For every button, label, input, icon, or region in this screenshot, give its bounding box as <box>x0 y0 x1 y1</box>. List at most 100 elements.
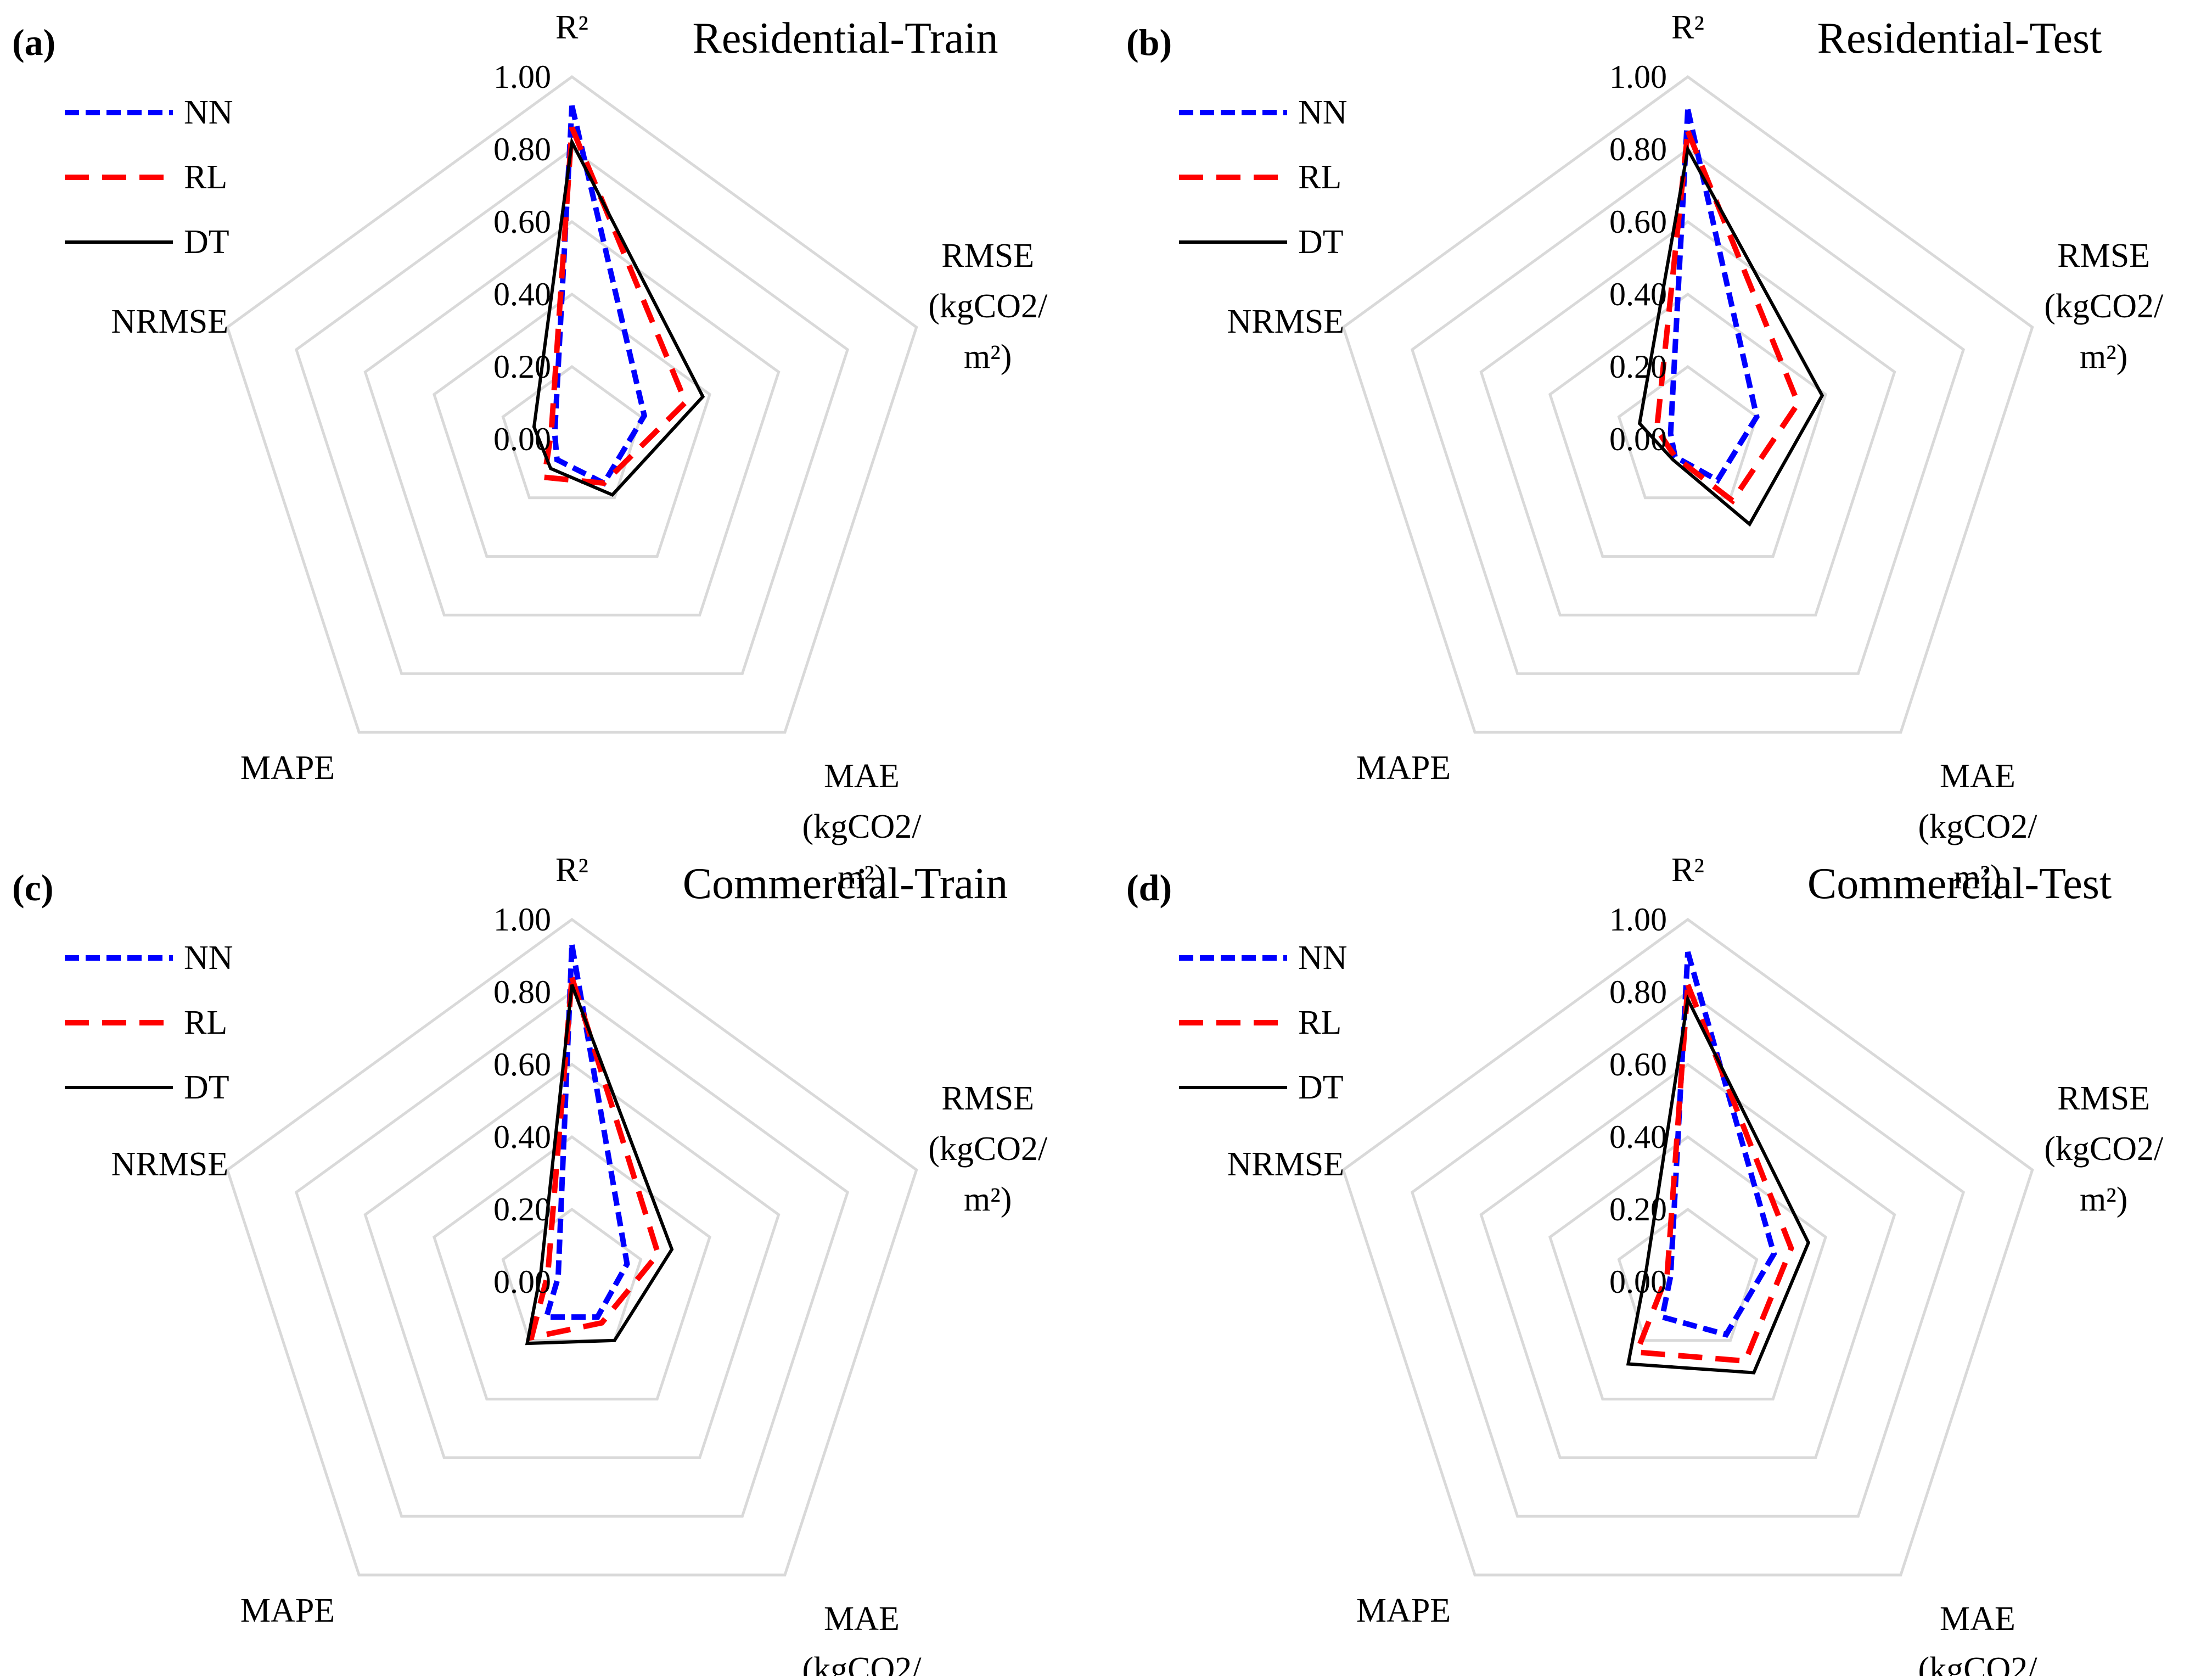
panel-title: Commercial-Test <box>1807 860 2112 908</box>
tick-label: 0.20 <box>1609 349 1667 385</box>
axis-label-mae: m²) <box>1953 859 2001 896</box>
grid-ring-5 <box>1341 917 2034 1577</box>
tick-label: 1.00 <box>1609 901 1667 938</box>
axis-label-mae: MAE <box>824 1600 900 1638</box>
axis-label-nrmse: NRMSE <box>111 1146 228 1183</box>
panel-title: Residential-Train <box>693 14 998 63</box>
panel-label: (b) <box>1126 21 1172 63</box>
axis-label-rmse: RMSE <box>941 237 1034 274</box>
grid-ring-2 <box>432 1135 712 1401</box>
series-rl-line <box>527 977 661 1341</box>
axis-label-mape: MAPE <box>240 749 335 787</box>
legend-label-dt: DT <box>1298 1069 1344 1106</box>
series-nn-line <box>542 944 630 1320</box>
tick-label: 1.00 <box>493 59 551 95</box>
grid-ring-3 <box>1479 220 1896 616</box>
grid-ring-1 <box>1617 365 1759 500</box>
axis-label-mae: (kgCO2/ <box>1918 808 2037 845</box>
axis-label-mape: MAPE <box>240 1592 335 1629</box>
grid-ring-3 <box>1479 1062 1896 1459</box>
axis-label-mae: MAE <box>1940 758 2015 795</box>
axis-label-mae: (kgCO2/ <box>1918 1651 2037 1676</box>
axis-label-r2: R² <box>555 851 588 889</box>
axis-label-rmse: m²) <box>2080 338 2127 375</box>
legend-label-dt: DT <box>184 1069 229 1106</box>
tick-label: 0.40 <box>493 1119 551 1155</box>
series-dt-line <box>525 984 674 1346</box>
tick-label: 0.80 <box>1609 974 1667 1010</box>
grid-ring-4 <box>294 990 850 1518</box>
grid-ring-1 <box>501 365 643 500</box>
grid-ring-3 <box>363 1062 781 1459</box>
axis-label-nrmse: NRMSE <box>111 303 228 340</box>
axis-label-rmse: m²) <box>964 1181 1012 1218</box>
legend-label-rl: RL <box>184 1004 227 1041</box>
series-rl-line <box>541 126 689 486</box>
grid-ring-5 <box>226 917 918 1577</box>
axis-label-mae: (kgCO2/ <box>802 808 922 845</box>
tick-label: 0.60 <box>493 204 551 240</box>
panel-title: Residential-Test <box>1817 14 2102 63</box>
legend-label-dt: DT <box>1298 223 1344 261</box>
grid-ring-4 <box>1410 990 1966 1518</box>
radar-panel-2: 0.000.200.400.600.801.00R²RMSE(kgCO2/m²)… <box>1126 9 2164 896</box>
axis-label-rmse: (kgCO2/ <box>928 288 1048 325</box>
grid-ring-5 <box>226 75 918 734</box>
series-dt-line <box>532 136 705 497</box>
axis-label-rmse: (kgCO2/ <box>928 1130 1048 1168</box>
axis-label-r2: R² <box>1671 851 1704 889</box>
tick-label: 0.80 <box>1609 131 1667 167</box>
panel-label: (d) <box>1126 867 1172 909</box>
axis-label-rmse: RMSE <box>941 1080 1034 1117</box>
tick-label: 0.00 <box>493 1264 551 1300</box>
tick-label: 0.60 <box>493 1046 551 1083</box>
tick-label: 0.00 <box>1609 421 1667 457</box>
axis-label-mape: MAPE <box>1356 1592 1451 1629</box>
axis-label-nrmse: NRMSE <box>1227 303 1344 340</box>
tick-label: 0.60 <box>1609 1046 1667 1083</box>
tick-label: 0.40 <box>493 276 551 312</box>
tick-label: 0.20 <box>493 349 551 385</box>
axis-label-rmse: (kgCO2/ <box>2044 1130 2164 1168</box>
panel-label: (c) <box>12 867 53 909</box>
series-rl-line <box>1654 130 1801 505</box>
grid-ring-5 <box>1341 75 2034 734</box>
axis-label-mae: (kgCO2/ <box>802 1651 922 1676</box>
legend-label-nn: NN <box>184 94 233 131</box>
axis-label-rmse: RMSE <box>2057 237 2150 274</box>
axis-label-r2: R² <box>1671 9 1704 46</box>
tick-label: 0.00 <box>1609 1264 1667 1300</box>
axis-label-r2: R² <box>555 9 588 46</box>
axis-label-rmse: m²) <box>964 338 1012 375</box>
series-nn-line <box>1668 109 1760 484</box>
axis-label-mae: MAE <box>824 758 900 795</box>
axis-label-rmse: (kgCO2/ <box>2044 288 2164 325</box>
legend-label-rl: RL <box>184 159 227 196</box>
tick-label: 0.40 <box>1609 1119 1667 1155</box>
panel-label: (a) <box>12 21 55 63</box>
legend-label-nn: NN <box>1298 939 1348 977</box>
tick-label: 0.20 <box>1609 1191 1667 1227</box>
panel-title: Commercial-Train <box>683 860 1008 908</box>
axis-label-nrmse: NRMSE <box>1227 1146 1344 1183</box>
tick-label: 1.00 <box>493 901 551 938</box>
tick-label: 0.00 <box>493 421 551 457</box>
tick-label: 1.00 <box>1609 59 1667 95</box>
tick-label: 0.80 <box>493 974 551 1010</box>
grid-ring-1 <box>1617 1207 1759 1342</box>
axis-label-mape: MAPE <box>1356 749 1451 787</box>
legend-label-nn: NN <box>1298 94 1348 131</box>
series-dt-line <box>1637 144 1824 527</box>
axis-label-rmse: RMSE <box>2057 1080 2150 1117</box>
tick-label: 0.20 <box>493 1191 551 1227</box>
legend-label-rl: RL <box>1298 1004 1341 1041</box>
grid-ring-2 <box>1548 292 1828 558</box>
tick-label: 0.40 <box>1609 276 1667 312</box>
tick-label: 0.80 <box>493 131 551 167</box>
legend-label-rl: RL <box>1298 159 1341 196</box>
legend-label-nn: NN <box>184 939 233 977</box>
grid-ring-3 <box>363 220 781 616</box>
